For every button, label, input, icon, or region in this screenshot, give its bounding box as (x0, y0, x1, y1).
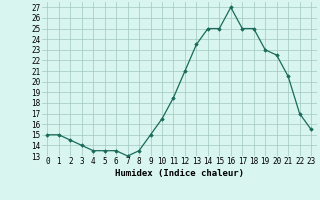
X-axis label: Humidex (Indice chaleur): Humidex (Indice chaleur) (115, 169, 244, 178)
